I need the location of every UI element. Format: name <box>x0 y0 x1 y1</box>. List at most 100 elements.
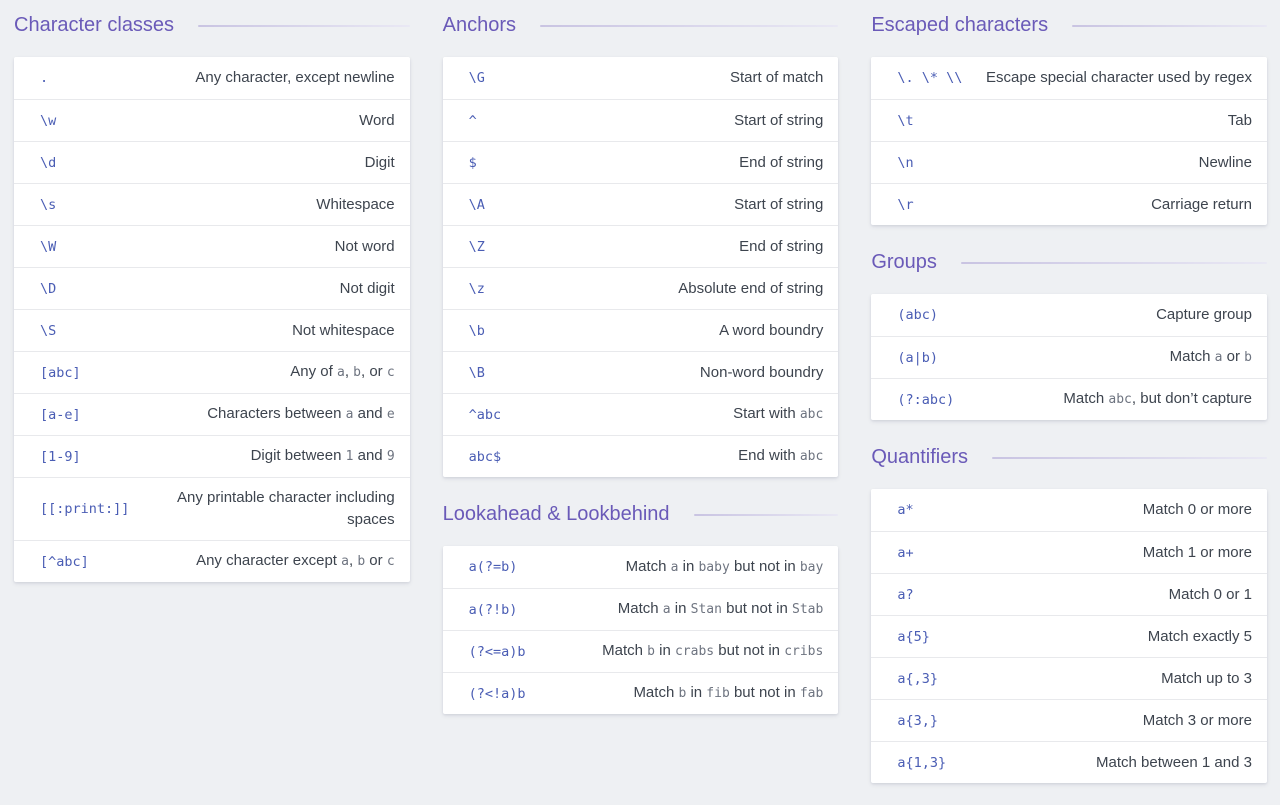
description-text: in <box>654 642 675 659</box>
table-row: \d Digit <box>14 141 410 183</box>
pattern-code: \z <box>468 280 485 297</box>
description-text: Digit <box>364 153 395 171</box>
inline-code: e <box>386 407 395 422</box>
inline-code: baby <box>698 559 730 575</box>
pattern-code: a{3,} <box>897 712 938 729</box>
description-text: Non-word boundry <box>699 363 824 381</box>
table-row: \D Not digit <box>14 267 410 309</box>
description-text: Digit between <box>250 447 346 464</box>
description-text: Start with <box>733 405 800 422</box>
description-text: Match between 1 and 3 <box>1096 753 1252 771</box>
table-row: a? Match 0 or 1 <box>871 573 1267 615</box>
description-text: , or <box>360 363 387 380</box>
inline-code: a <box>341 554 349 569</box>
pattern-code: \t <box>897 112 914 129</box>
pattern-code: \d <box>40 154 57 171</box>
inline-code: b <box>1244 350 1252 365</box>
pattern-code: a{,3} <box>897 670 938 687</box>
inline-code: a <box>345 407 354 422</box>
description-text: Match 0 or 1 <box>1168 585 1252 603</box>
inline-code: abc <box>1108 392 1132 407</box>
inline-code: fab <box>799 686 824 701</box>
description-text: in <box>678 557 699 575</box>
description-text: Match exactly 5 <box>1147 627 1252 645</box>
description-text: Newline <box>1198 153 1252 171</box>
section-title: Anchors <box>442 14 517 36</box>
section-card: (abc) Capture group (a|b) Match a or b (?:ab… <box>871 294 1267 420</box>
description-text: but not in <box>714 642 785 659</box>
table-row: [abc] Any of a, b, or c <box>14 351 410 393</box>
pattern-code: \A <box>468 196 485 213</box>
pattern-code: \G <box>468 70 485 86</box>
description-text: Start of match <box>729 69 824 86</box>
table-row: [1-9] Digit between 1 and 9 <box>14 435 410 477</box>
description-text: but not in <box>729 684 800 701</box>
table-row: a+ Match 1 or more <box>871 531 1267 573</box>
inline-code: b <box>357 554 366 569</box>
pattern-code: [abc] <box>40 364 81 381</box>
pattern-code: \n <box>897 154 914 171</box>
pattern-code: a(?!b) <box>468 601 518 618</box>
table-row: [^abc] Any character except a, b or c <box>14 540 410 582</box>
pattern-description: Any of a, b, or c <box>290 352 394 393</box>
pattern-description: Match b in crabs but not in cribs <box>602 631 823 672</box>
description-text: End with <box>738 447 800 464</box>
table-row: \n Newline <box>871 141 1267 183</box>
table-row: \z Absolute end of string <box>442 267 839 309</box>
section-title: Groups <box>871 251 937 273</box>
pattern-code: a* <box>897 502 914 518</box>
section-card: . Any character, except newline \w Word \d Di… <box>14 57 410 582</box>
pattern-description: Match a or b <box>1170 337 1252 378</box>
description-text: Any character, except newline <box>195 69 395 86</box>
pattern-code: \W <box>40 238 57 255</box>
description-text: Match <box>602 642 648 659</box>
table-row: (abc) Capture group <box>871 294 1267 336</box>
table-row: a(?!b) Match a in Stan but not in Stab <box>442 588 839 630</box>
inline-code: c <box>386 365 395 380</box>
column-2: Anchors \G Start of match ^ Start of string $… <box>442 12 839 805</box>
description-text: Match up to 3 <box>1161 669 1252 687</box>
pattern-description: Whitespace <box>316 185 394 225</box>
pattern-code: (?<!a)b <box>468 685 526 702</box>
description-text: Match 3 or more <box>1142 711 1252 729</box>
inline-code: 9 <box>386 449 395 464</box>
pattern-code: \r <box>897 196 914 213</box>
section-rule-line <box>540 24 839 27</box>
table-row: \s Whitespace <box>14 183 410 225</box>
description-text: Match <box>1169 348 1215 365</box>
section-card: a* Match 0 or more a+ Match 1 or more a? Matc… <box>871 489 1267 783</box>
description-text: End of string <box>739 153 824 171</box>
pattern-description: Digit <box>365 143 395 183</box>
inline-code: a <box>336 365 345 380</box>
description-text: Carriage return <box>1151 195 1252 213</box>
table-row: (a|b) Match a or b <box>871 336 1267 378</box>
pattern-code: (?<=a)b <box>468 643 526 660</box>
description-text: Characters between <box>207 405 346 422</box>
pattern-description: Not whitespace <box>292 311 395 351</box>
table-row: \W Not word <box>14 225 410 267</box>
pattern-code: \s <box>40 196 57 213</box>
pattern-code: $ <box>468 154 477 171</box>
description-text: but not in <box>729 557 800 575</box>
pattern-code: ^ <box>468 112 477 129</box>
description-text: Start of string <box>734 111 824 129</box>
table-row: \Z End of string <box>442 225 839 267</box>
table-row: . Any character, except newline <box>14 57 410 99</box>
pattern-description: Any character except a, b or c <box>196 541 395 582</box>
table-row: \B Non-word boundry <box>442 351 839 393</box>
description-text: End of string <box>739 237 824 255</box>
pattern-description: Not word <box>335 227 395 267</box>
pattern-code: \D <box>40 280 57 297</box>
pattern-description: End of string <box>739 227 823 267</box>
section-lookahead-lookbehind: Lookahead & Lookbehind a(?=b) Match a in b… <box>442 501 839 714</box>
pattern-code: [[:print:]] <box>40 501 130 517</box>
description-text: Match <box>625 557 671 575</box>
table-row: abc$ End with abc <box>442 435 839 477</box>
table-row: $ End of string <box>442 141 839 183</box>
pattern-description: Carriage return <box>1151 185 1252 225</box>
section-rule-line <box>198 24 410 27</box>
inline-code: bay <box>799 559 824 575</box>
section-groups: Groups (abc) Capture group (a|b) Match a or … <box>871 249 1267 420</box>
table-row: ^ Start of string <box>442 99 839 141</box>
